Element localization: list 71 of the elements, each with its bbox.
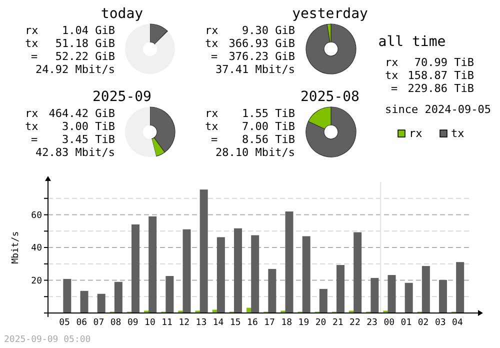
text: 3.45 TiB [62, 133, 116, 146]
text: 9.30 GiB [242, 24, 296, 37]
text: 42.83 Mbit/s [36, 146, 115, 159]
x-tick-label: 15 [230, 318, 241, 328]
x-tick-label: 21 [332, 318, 344, 328]
text: 51.18 GiB [55, 37, 116, 50]
x-tick-label: 22 [350, 318, 360, 328]
text: 376.23 GiB [228, 50, 296, 63]
chart-title: today [100, 6, 144, 22]
x-tick-label: 14 [212, 318, 224, 328]
text: 7.00 TiB [242, 120, 296, 133]
text: 52.22 GiB [55, 50, 116, 63]
text: 8.56 TiB [242, 133, 296, 146]
x-tick-label: 00 [384, 318, 395, 328]
text: 1.55 TiB [242, 107, 296, 120]
text: = [211, 50, 218, 63]
y-axis-title: Mbit/s [11, 231, 21, 264]
x-tick-label: 08 [110, 318, 122, 328]
legend-label: tx [451, 127, 465, 140]
x-tick-label: 12 [178, 318, 190, 328]
x-tick-label: 23 [366, 318, 378, 328]
text: all time [378, 34, 446, 50]
text: tx [385, 69, 399, 82]
text: = [211, 133, 218, 146]
text: 28.10 Mbit/s [216, 146, 295, 159]
x-tick-label: 17 [264, 318, 275, 328]
text: tx [25, 37, 39, 50]
text: tx [205, 120, 219, 133]
x-tick-label: 16 [247, 318, 258, 328]
x-tick-label: 18 [281, 318, 292, 328]
text: rx [25, 24, 39, 37]
text: rx [25, 107, 39, 120]
text: 158.87 TiB [408, 69, 474, 82]
text: rx [385, 56, 399, 69]
x-tick-label: 05 [59, 318, 70, 328]
text: 229.86 TiB [408, 82, 474, 95]
y-tick-label: 20 [31, 276, 42, 286]
text: 1.04 GiB [62, 24, 116, 37]
x-tick-label: 07 [93, 318, 104, 328]
x-tick-label: 04 [452, 318, 463, 328]
y-tick-label: 40 [31, 244, 42, 254]
text: 3.00 TiB [62, 120, 116, 133]
chart-title: 2025-09 [92, 89, 152, 105]
x-tick-label: 20 [315, 318, 326, 328]
chart-title: yesterday [292, 6, 368, 22]
text: 2025-09-09 05:00 [4, 335, 91, 345]
text: = [31, 133, 38, 146]
x-tick-label: 13 [196, 318, 207, 328]
x-tick-label: 06 [76, 318, 88, 328]
text: 464.42 GiB [48, 107, 116, 120]
y-tick-label: 60 [31, 210, 42, 221]
text: rx [205, 24, 219, 37]
text: tx [25, 120, 39, 133]
legend-label: rx [409, 127, 423, 140]
chart-title: 2025-08 [300, 89, 360, 105]
text: 37.41 Mbit/s [216, 63, 295, 76]
text: rx [205, 107, 219, 120]
x-tick-label: 01 [400, 318, 412, 328]
text: 70.99 TiB [414, 56, 474, 69]
text: = [31, 50, 38, 63]
text: = [391, 82, 398, 95]
text: since 2024-09-05 [385, 103, 491, 116]
x-tick-label: 02 [418, 318, 429, 328]
text: 366.93 GiB [228, 37, 296, 50]
x-tick-label: 10 [144, 318, 156, 328]
text: tx [205, 37, 219, 50]
x-tick-label: 11 [162, 318, 172, 328]
text: 24.92 Mbit/s [36, 63, 115, 76]
x-tick-label: 09 [127, 318, 138, 328]
x-tick-label: 03 [434, 318, 446, 328]
x-tick-label: 19 [298, 318, 310, 328]
